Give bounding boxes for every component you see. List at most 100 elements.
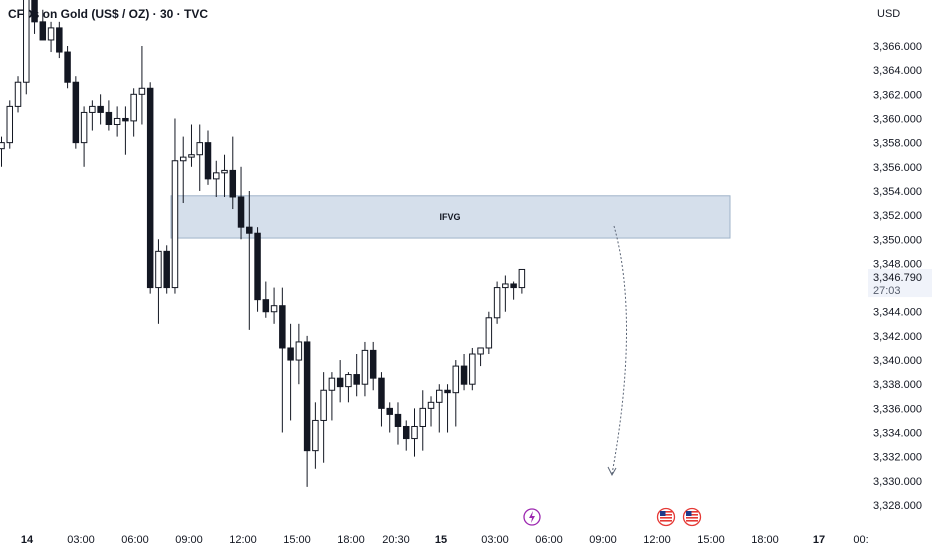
candle-body — [23, 0, 30, 83]
candle — [427, 396, 435, 427]
candle-body — [122, 117, 129, 122]
candle — [188, 124, 195, 167]
candle — [312, 402, 319, 469]
candle — [336, 360, 344, 403]
candle — [89, 100, 96, 131]
time-axis[interactable]: 14 03:00 06:00 09:00 12:00 15:00 18:00 20:30 15 0… — [21, 534, 869, 546]
candle — [254, 227, 261, 312]
candle — [72, 76, 80, 149]
candle-body — [262, 299, 270, 313]
candle-body — [113, 117, 121, 126]
us-flag-stripe — [660, 520, 672, 522]
candle — [369, 341, 377, 391]
chart-title: CFDs on Gold (US$ / OZ) · 30 · TVC — [8, 7, 208, 21]
us-flag-canton — [660, 511, 666, 516]
y-tick-label: 3,358.000 — [873, 138, 922, 150]
candle — [394, 402, 402, 445]
candle — [419, 390, 427, 451]
ifvg-zone — [170, 195, 731, 239]
candle-body — [402, 425, 410, 440]
candle-body — [460, 365, 468, 385]
candle-body — [485, 317, 493, 349]
projection-arrow — [611, 225, 627, 475]
candle-body — [419, 407, 427, 427]
candle — [39, 9, 47, 41]
y-tick-label: 3,364.000 — [873, 65, 922, 77]
ifvg-zone-label: IFVG — [439, 212, 460, 222]
y-tick-label: 3,338.000 — [873, 379, 922, 391]
candle-body — [47, 27, 55, 41]
x-tick-label: 20:30 — [382, 534, 410, 546]
candle-body — [510, 283, 517, 289]
candle — [477, 347, 484, 367]
x-tick-label: 06:00 — [535, 534, 563, 546]
x-tick-label: 12:00 — [229, 534, 257, 546]
candle-body — [518, 268, 526, 289]
candle — [287, 323, 294, 421]
candle-body — [179, 156, 187, 162]
y-tick-label: 3,332.000 — [873, 452, 922, 464]
price-axis[interactable]: 3,328.000 3,330.000 3,332.000 3,334.000 3,33… — [868, 41, 932, 512]
candle-body — [394, 413, 402, 427]
candle — [444, 384, 451, 433]
candle-body — [105, 111, 113, 126]
lightning-icon — [523, 508, 541, 526]
projection-arrow-layer — [607, 225, 627, 477]
candle — [0, 136, 5, 167]
candle-body — [171, 160, 179, 289]
candle — [163, 245, 170, 294]
candle-body — [72, 81, 80, 144]
candle-body — [6, 105, 14, 144]
candle-body — [196, 142, 203, 156]
candle — [130, 88, 137, 137]
candle-body — [31, 0, 38, 23]
candle-body — [369, 349, 377, 379]
countdown-label: 27:03 — [873, 285, 901, 297]
y-tick-label: 3,360.000 — [873, 113, 922, 125]
x-tick-label: 15:00 — [283, 534, 311, 546]
candle — [97, 94, 104, 125]
ifvg-zone-layer: IFVG — [170, 195, 731, 239]
candle-body — [436, 389, 443, 403]
candle — [303, 335, 311, 487]
candle-body — [254, 232, 261, 301]
candle-body — [320, 389, 327, 421]
projection-arrowhead — [607, 466, 617, 477]
candle — [31, 0, 38, 34]
candle — [485, 311, 493, 355]
candle — [436, 384, 443, 433]
candle — [213, 160, 220, 197]
candle-body — [80, 111, 88, 144]
candle — [345, 372, 352, 403]
candle — [56, 21, 63, 59]
candle-body — [444, 389, 451, 394]
x-tick-label: 15 — [435, 534, 447, 546]
candle — [518, 268, 526, 294]
candle — [6, 100, 14, 149]
candle — [23, 0, 30, 95]
last-price-label: 3,346.790 — [873, 272, 922, 284]
candle-body — [237, 196, 245, 228]
candle — [402, 420, 410, 451]
candle — [493, 281, 501, 324]
candle — [64, 46, 71, 89]
candle-body — [361, 349, 369, 385]
y-tick-label: 3,342.000 — [873, 331, 922, 343]
candle — [179, 136, 187, 204]
candle-body — [56, 27, 63, 53]
candles-layer — [0, 0, 526, 487]
us-flag-stripe — [660, 514, 672, 516]
candle-body — [246, 226, 253, 234]
candle-body — [89, 105, 96, 113]
y-tick-label: 3,330.000 — [873, 476, 922, 488]
us-flag-stripe — [686, 514, 698, 516]
candle-body — [303, 341, 311, 452]
x-tick-label: 18:00 — [337, 534, 365, 546]
candle — [155, 239, 162, 324]
candle-body — [270, 305, 278, 313]
us-flag-icon — [656, 507, 676, 527]
symbol-title[interactable]: CFDs on Gold (US$ / OZ) · 30 · TVC — [8, 7, 209, 21]
y-tick-label: 3,344.000 — [873, 307, 922, 319]
candle — [386, 402, 393, 433]
